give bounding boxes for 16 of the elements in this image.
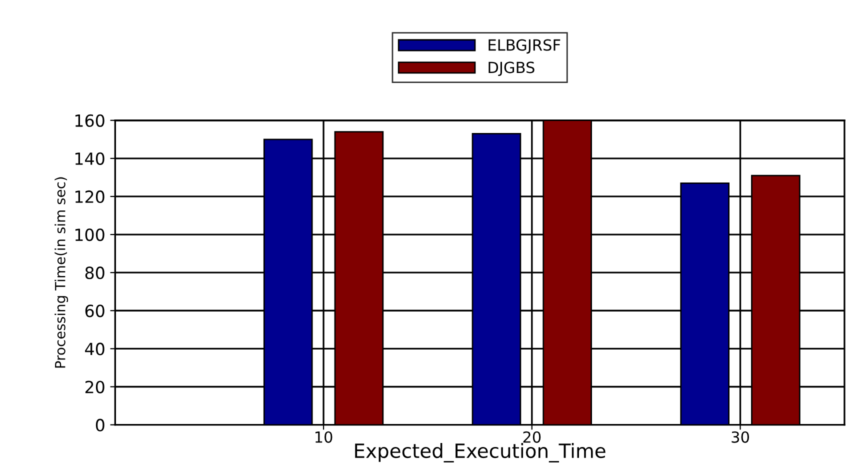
x-tick-label: 10 (315, 431, 332, 443)
y-tick-label: 0 (96, 418, 104, 432)
y-tick-label: 20 (85, 380, 104, 394)
x-tick-label: 30 (732, 431, 749, 443)
y-tick-label: 120 (75, 190, 104, 204)
y-tick-label: 160 (75, 114, 104, 127)
x-tick-label: 20 (523, 431, 541, 443)
y-tick-label: 100 (75, 228, 104, 242)
y-tick-label: 140 (75, 152, 104, 165)
legend-label: DJGBS (488, 62, 534, 76)
y-axis-title: Processing Time(in sim sec) (54, 177, 68, 368)
y-tick-label: 80 (85, 266, 104, 280)
legend-label: ELBGJRSF (488, 39, 560, 54)
x-axis-title: Expected_Execution_Time (355, 443, 606, 462)
y-tick-label: 40 (85, 342, 104, 356)
y-tick-label: 60 (85, 304, 104, 318)
